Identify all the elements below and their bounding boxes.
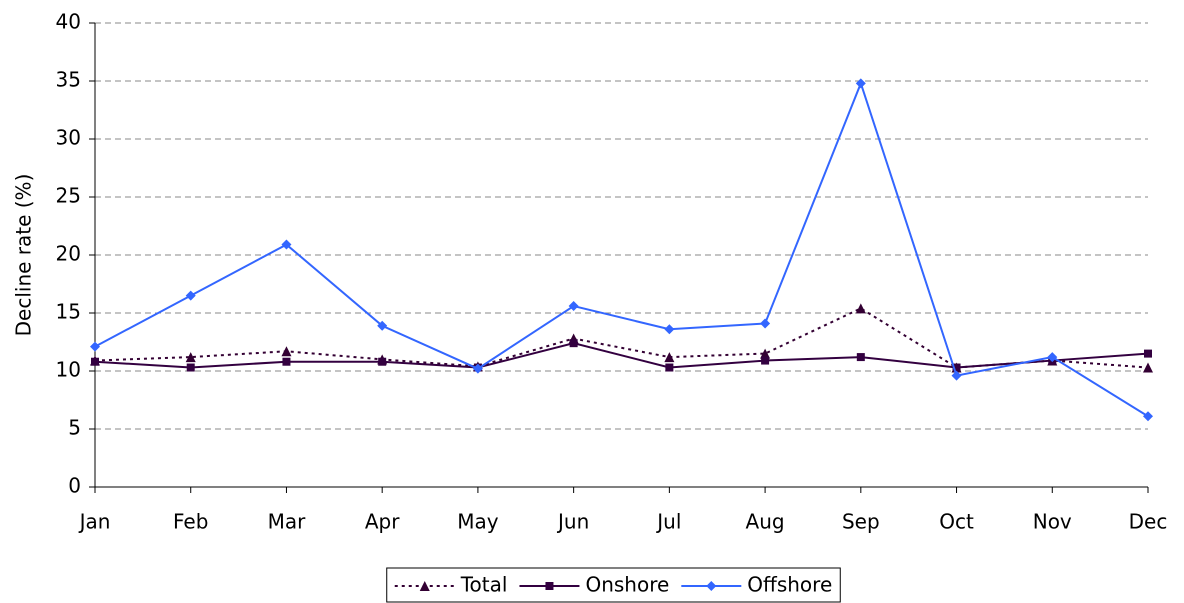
marker [760,348,771,359]
x-tick-label: Nov [1033,510,1072,534]
marker [855,78,866,89]
legend-box [386,567,841,603]
x-tick-label: Sep [842,510,880,534]
series-line [94,80,1149,418]
marker [186,363,195,372]
y-tick-label: 30 [56,126,81,150]
marker [419,581,430,591]
legend-label: Onshore [585,573,669,597]
marker [760,318,771,329]
y-axis-title: Decline rate (%) [12,174,36,337]
legend-label: Total [460,573,508,597]
legend-label: Offshore [747,573,832,597]
x-tick-label: Jan [78,510,111,534]
x-tick-label: Jul [655,510,681,534]
marker [545,582,554,590]
marker [185,290,196,301]
y-tick-label: 25 [56,184,81,208]
marker [664,324,675,335]
marker [377,320,388,331]
marker [90,341,100,352]
marker [1143,362,1153,373]
marker [282,357,291,366]
x-tick-label: May [457,510,499,534]
marker [1143,411,1153,422]
marker [281,346,292,357]
x-tick-label: Aug [746,510,785,534]
y-tick-label: 20 [56,242,81,266]
marker [472,363,483,374]
marker [91,357,99,366]
x-tick-label: Mar [268,510,307,534]
x-tick-label: Apr [365,510,400,534]
marker [1047,352,1058,363]
marker [761,356,770,365]
marker [856,353,865,362]
x-tick-label: Feb [173,510,208,534]
x-tick-label: Dec [1129,510,1168,534]
marker [664,352,675,363]
marker [185,352,196,363]
y-tick-label: 40 [56,10,81,34]
y-tick-label: 15 [56,300,81,324]
marker [281,239,292,250]
legend: Total Onshore Offshore [386,567,841,603]
y-tick-label: 10 [56,358,81,382]
marker [951,370,962,381]
marker [378,357,387,366]
y-tick-label: 0 [68,474,81,498]
series-line [94,342,1149,369]
marker [706,581,717,591]
x-tick-label: Oct [939,510,974,534]
marker [569,339,578,348]
marker [1144,349,1152,358]
marker [855,303,866,314]
x-tick-label: Jun [556,510,589,534]
marker [665,363,674,372]
y-tick-label: 5 [68,416,81,440]
marker [568,301,579,312]
y-tick-label: 35 [56,68,81,92]
